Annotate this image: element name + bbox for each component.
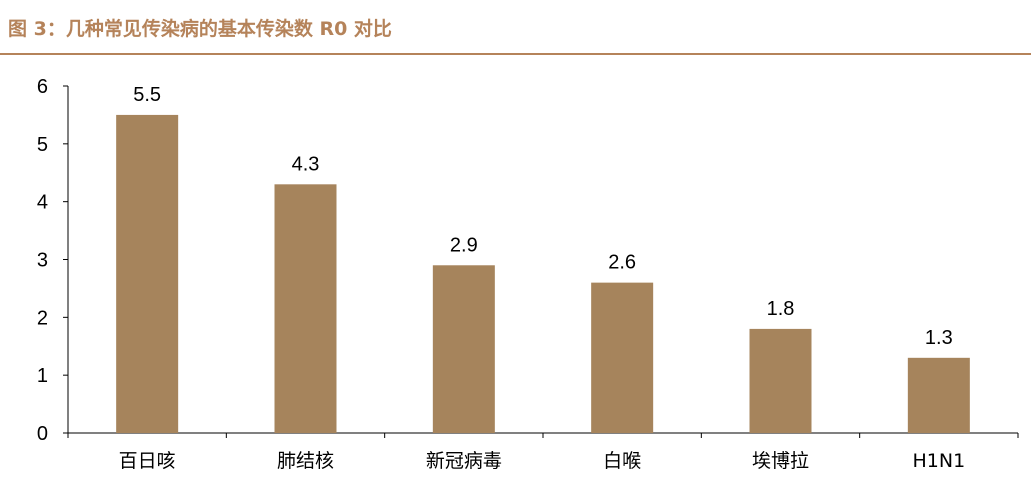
y-tick-label: 5 <box>37 134 48 156</box>
figure-title: 图 3：几种常见传染病的基本传染数 R0 对比 <box>8 18 392 40</box>
x-category-label: 新冠病毒 <box>426 450 502 472</box>
bar-1 <box>116 114 179 434</box>
data-label: 2.6 <box>608 252 636 274</box>
bar-4 <box>591 282 654 433</box>
title-divider <box>0 53 1031 55</box>
bar-2 <box>274 184 337 433</box>
data-label: 2.9 <box>450 234 478 256</box>
bar-3 <box>432 265 495 433</box>
bar-6 <box>907 357 970 433</box>
y-tick-label: 6 <box>37 76 48 98</box>
y-tick-label: 3 <box>37 250 48 272</box>
x-category-label: 埃博拉 <box>752 450 809 472</box>
x-category-label: 百日咳 <box>119 450 176 472</box>
y-tick-label: 2 <box>37 307 48 329</box>
bar-5 <box>749 328 812 433</box>
x-category-label: 白喉 <box>603 450 641 472</box>
data-label: 1.8 <box>767 298 795 320</box>
x-category-label: H1N1 <box>912 450 965 472</box>
y-tick-label: 1 <box>37 365 48 387</box>
y-tick-label: 4 <box>37 192 48 214</box>
x-category-label: 肺结核 <box>277 450 334 472</box>
y-tick-label: 0 <box>37 423 48 445</box>
data-label: 4.3 <box>292 153 320 175</box>
data-label: 5.5 <box>133 84 161 106</box>
data-label: 1.3 <box>925 327 953 349</box>
